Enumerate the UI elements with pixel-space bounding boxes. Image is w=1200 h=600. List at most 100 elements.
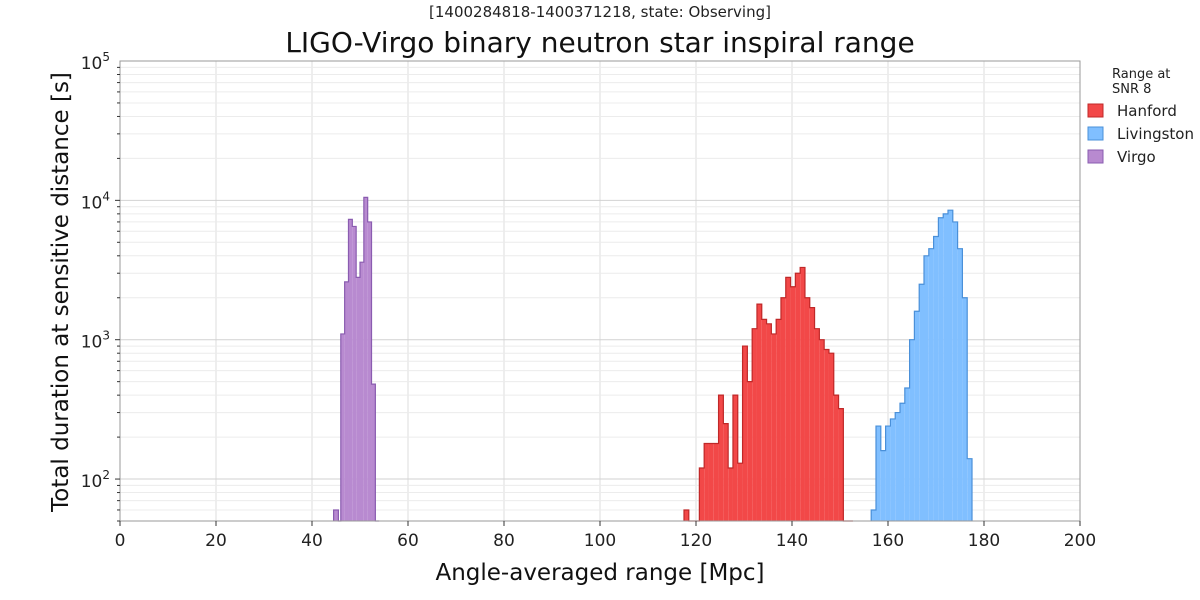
histogram-bar: [895, 412, 900, 521]
histogram-bar: [924, 255, 929, 521]
histogram-bar: [363, 197, 368, 521]
histogram-bar: [348, 219, 353, 521]
histogram-bars: [333, 196, 973, 522]
x-axis-label: Angle-averaged range [Mpc]: [435, 560, 764, 586]
x-tick-label: 100: [584, 531, 616, 551]
legend-title-line2: SNR 8: [1112, 82, 1151, 97]
legend-entry-livingston: Livingston: [1087, 125, 1194, 143]
histogram-bar: [333, 509, 339, 521]
series-livingston: [870, 209, 973, 522]
histogram-bar: [344, 281, 349, 521]
x-tick-label: 0: [115, 531, 126, 551]
histogram-bar: [943, 213, 948, 521]
histogram-bar: [761, 319, 767, 521]
chart-title: LIGO-Virgo binary neutron star inspiral …: [285, 26, 914, 59]
histogram-bar: [809, 307, 815, 521]
histogram-bar: [371, 384, 376, 521]
histogram-bar: [780, 297, 786, 521]
legend-label: Livingston: [1117, 125, 1194, 143]
legend-entries: Hanford Livingston Virgo: [1087, 102, 1194, 166]
histogram-bar: [360, 262, 364, 521]
histogram-bar: [828, 353, 834, 521]
histogram-bar: [938, 217, 944, 521]
histogram-bar: [814, 328, 820, 521]
histogram-bar: [742, 346, 748, 521]
x-tick-label: 200: [1064, 531, 1096, 551]
histogram-bar: [890, 418, 896, 521]
histogram-bar: [766, 323, 772, 521]
histogram-bar: [876, 426, 881, 521]
histogram-bar: [957, 248, 963, 522]
histogram-bar: [718, 395, 724, 521]
x-tick-label: 180: [968, 531, 1000, 551]
histogram-bar: [885, 426, 891, 521]
legend-label: Virgo: [1117, 148, 1156, 166]
histogram-bar: [824, 349, 829, 521]
histogram-bar: [948, 210, 953, 521]
x-tick-label: 60: [397, 531, 419, 551]
histogram-bar: [904, 388, 910, 521]
legend-entry-hanford: Hanford: [1087, 102, 1177, 120]
histogram-bar: [928, 248, 934, 522]
histogram-bar: [771, 333, 777, 521]
legend: Range at SNR 8 Hanford Livingston Virgo: [1087, 67, 1194, 166]
series-hanford: [683, 266, 853, 522]
histogram-bar: [723, 423, 729, 521]
histogram-bar: [713, 443, 719, 521]
series-outline: [870, 209, 973, 521]
histogram-bar: [833, 395, 839, 521]
chart-subtitle: [1400284818-1400371218, state: Observing…: [429, 3, 771, 21]
histogram-bar: [776, 319, 781, 521]
x-tick-label: 140: [776, 531, 808, 551]
histogram-bar: [732, 395, 738, 521]
legend-swatch: [1087, 103, 1104, 118]
histogram-bar: [699, 468, 705, 521]
histogram-bar: [367, 221, 372, 521]
histogram-bar: [708, 443, 714, 521]
histogram-bar: [340, 333, 345, 521]
legend-entry-virgo: Virgo: [1087, 148, 1156, 166]
histogram-bar: [752, 328, 757, 521]
x-tick-label: 20: [205, 531, 227, 551]
y-tick-label: 104: [81, 189, 110, 213]
y-tick-label: 103: [81, 329, 110, 353]
histogram-bar: [704, 443, 709, 521]
legend-swatch: [1087, 149, 1104, 164]
histogram-bar: [819, 339, 825, 521]
histogram-bar: [356, 277, 360, 521]
histogram-bar: [728, 468, 733, 521]
x-tick-label: 120: [680, 531, 712, 551]
histogram-bar: [871, 509, 876, 521]
histogram-bar: [952, 221, 958, 521]
histogram-bar: [880, 450, 886, 521]
histogram-bar: [909, 339, 915, 521]
x-tick-label: 160: [872, 531, 904, 551]
histogram-bar: [962, 297, 968, 521]
histogram-bar: [790, 286, 796, 521]
y-axis-label: Total duration at sensitive distance [s]: [48, 72, 74, 513]
histogram-bar: [352, 226, 357, 521]
histogram-bar: [919, 284, 924, 521]
histogram-bar: [737, 463, 743, 521]
y-tick-label: 102: [81, 468, 110, 492]
histogram-bar: [684, 509, 689, 521]
histogram-bar: [795, 273, 801, 521]
y-tick-label: 105: [81, 50, 110, 74]
histogram-bar: [900, 403, 905, 521]
histogram-bar: [785, 277, 791, 521]
histogram-bar: [933, 236, 939, 522]
histogram-bar: [838, 408, 844, 521]
legend-label: Hanford: [1117, 102, 1177, 120]
series-outline: [683, 266, 853, 522]
histogram-bar: [804, 297, 810, 521]
histogram-bar: [967, 458, 972, 521]
histogram-bar: [914, 311, 920, 521]
x-tick-label: 40: [301, 531, 323, 551]
legend-swatch: [1087, 126, 1104, 141]
histogram-bar: [800, 267, 805, 521]
histogram-bar: [756, 304, 762, 521]
x-tick-label: 80: [493, 531, 515, 551]
legend-title-line1: Range at: [1112, 67, 1170, 82]
histogram-bar: [747, 381, 753, 521]
